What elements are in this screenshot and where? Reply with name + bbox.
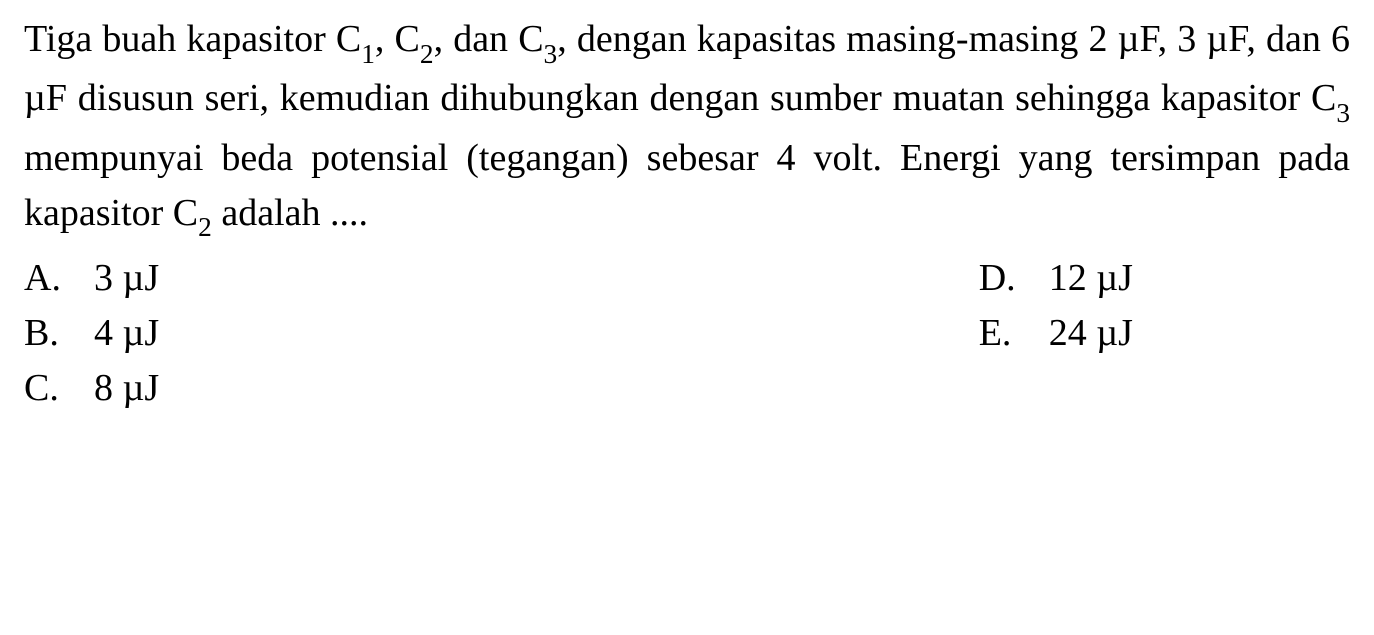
subscript-2: 2 (420, 39, 434, 69)
subscript-1: 1 (361, 39, 375, 69)
options-container: A. 3 µJ B. 4 µJ C. 8 µJ D. 12 µJ E. 24 µ… (24, 251, 1350, 416)
option-letter: B. (24, 306, 94, 361)
options-right-column: D. 12 µJ E. 24 µJ (979, 251, 1350, 416)
q-part: adalah .... (212, 192, 368, 234)
option-b: B. 4 µJ (24, 306, 979, 361)
subscript-2b: 2 (198, 212, 212, 242)
option-e: E. 24 µJ (979, 306, 1350, 361)
option-text: 12 µJ (1049, 251, 1133, 306)
option-letter: E. (979, 306, 1049, 361)
subscript-3: 3 (544, 39, 558, 69)
question-text: Tiga buah kapasitor C1, C2, dan C3, deng… (24, 12, 1350, 245)
option-letter: D. (979, 251, 1049, 306)
option-text: 24 µJ (1049, 306, 1133, 361)
options-left-column: A. 3 µJ B. 4 µJ C. 8 µJ (24, 251, 979, 416)
option-d: D. 12 µJ (979, 251, 1350, 306)
option-text: 4 µJ (94, 306, 159, 361)
option-a: A. 3 µJ (24, 251, 979, 306)
q-part: , C (375, 18, 420, 60)
option-text: 3 µJ (94, 251, 159, 306)
option-text: 8 µJ (94, 361, 159, 416)
option-letter: C. (24, 361, 94, 416)
q-part: , dan C (434, 18, 544, 60)
option-c: C. 8 µJ (24, 361, 979, 416)
subscript-3b: 3 (1336, 98, 1350, 128)
option-letter: A. (24, 251, 94, 306)
q-part: Tiga buah kapasitor C (24, 18, 361, 60)
question-block: Tiga buah kapasitor C1, C2, dan C3, deng… (0, 0, 1374, 416)
